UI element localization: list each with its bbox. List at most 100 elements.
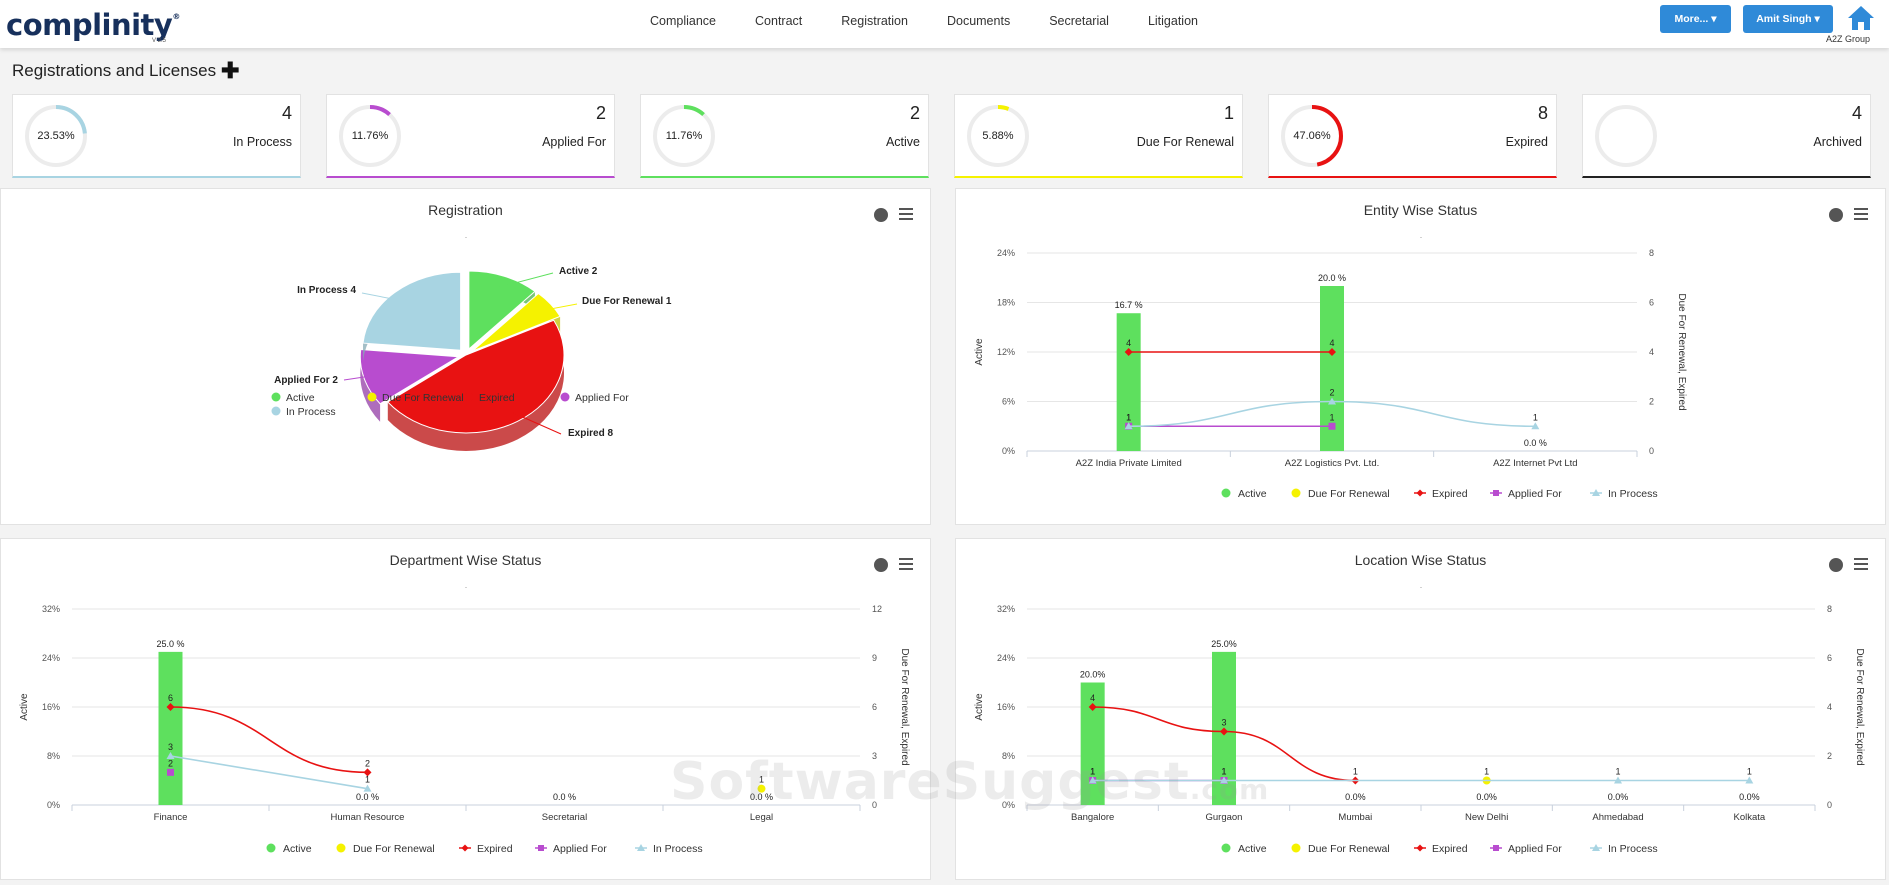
bar-data-label: 20.0% — [1080, 670, 1106, 680]
legend-marker — [538, 845, 544, 851]
legend-marker — [560, 392, 570, 402]
chart-menu-icon[interactable] — [899, 208, 913, 221]
bar-data-label: 25.0 % — [156, 639, 184, 649]
legend-marker — [1221, 843, 1231, 853]
y2-tick-label: 12 — [872, 604, 882, 614]
point-in-process — [1088, 776, 1097, 784]
add-registration-icon[interactable]: ✚ — [221, 58, 240, 83]
nav-documents[interactable]: Documents — [946, 14, 1011, 28]
point-data-label: 1 — [1126, 412, 1131, 422]
status-label: Expired — [1505, 135, 1548, 149]
y2-tick-label: 6 — [1827, 653, 1832, 663]
bar-data-label: 25.0% — [1211, 639, 1237, 649]
point-data-label: 3 — [168, 742, 173, 752]
point-expired — [1124, 348, 1133, 356]
y2-tick-label: 4 — [1649, 347, 1654, 357]
progress-ring-track — [1595, 105, 1657, 167]
chart-toggle-icon[interactable] — [1829, 558, 1843, 572]
chart-toggle-icon[interactable] — [874, 558, 888, 572]
legend-marker — [1493, 845, 1499, 851]
legend-item-expired: Expired — [1414, 488, 1468, 500]
point-data-label: 4 — [1090, 693, 1095, 703]
progress-ring-fill — [339, 105, 401, 167]
nav-contract[interactable]: Contract — [755, 14, 803, 28]
nav-compliance[interactable]: Compliance — [650, 14, 717, 28]
chart-menu-icon[interactable] — [1854, 208, 1868, 221]
legend-item-in-process: In Process — [635, 843, 703, 855]
point-data-label: 1 — [1221, 767, 1226, 777]
status-card-applied-for[interactable]: 11.76% 2 Applied For — [326, 94, 615, 178]
progress-ring-fill — [25, 105, 87, 167]
legend-item-due-for-renewal: Due For Renewal — [367, 392, 464, 404]
legend-marker — [1592, 844, 1600, 851]
y2-tick-label: 4 — [1827, 702, 1832, 712]
pie-data-label: Applied For 2 — [274, 375, 338, 386]
bar-data-label: 0.0 % — [553, 792, 576, 802]
app-logo[interactable]: complinity® — [6, 8, 180, 42]
progress-ring-fill — [653, 105, 715, 167]
chart-toggle-icon[interactable] — [874, 208, 888, 222]
legend-label: Due For Renewal — [1308, 488, 1390, 500]
y2-tick-label: 0 — [1649, 446, 1654, 456]
pie-data-label: Expired 8 — [568, 428, 613, 439]
department-status-panel: Department Wise Status . 0% 8% 16% 24% 32% 0 3 6… — [0, 538, 931, 880]
bar-data-label: 0.0 % — [356, 792, 379, 802]
pie-label-connector — [509, 410, 562, 435]
point-applied-for — [1328, 422, 1336, 430]
pie-label-connector — [361, 292, 405, 302]
status-card-active[interactable]: 11.76% 2 Active — [640, 94, 929, 178]
status-card-expired[interactable]: 47.06% 8 Expired — [1268, 94, 1557, 178]
y-tick-label: 8% — [47, 751, 60, 761]
chart-toggle-icon[interactable] — [1829, 208, 1843, 222]
legend-marker — [1493, 490, 1499, 496]
nav-registration[interactable]: Registration — [841, 14, 908, 28]
series-line-in-process — [170, 755, 368, 790]
page-title: Registrations and Licenses — [12, 61, 217, 80]
point-in-process — [363, 784, 372, 792]
chart-menu-icon[interactable] — [899, 558, 913, 571]
legend-item-applied-for: Applied For — [1490, 843, 1562, 855]
chart-subtitle: . — [465, 230, 468, 240]
home-icon[interactable] — [1846, 4, 1876, 32]
legend-item-expired: Expired — [464, 392, 515, 404]
more-menu-button[interactable]: More... ▾ — [1660, 5, 1731, 33]
location-status-chart: . 0% 8% 16% 24% 32% 0 2 4 6 8 Bangalore Gurgaon Mumba… — [974, 580, 1865, 855]
chart-title: Location Wise Status — [1354, 552, 1487, 568]
pie-slice-active: Active 2 — [468, 266, 598, 351]
point-data-label: 1 — [1090, 767, 1095, 777]
point-in-process — [1220, 776, 1228, 784]
legend-item-in-process: In Process — [1590, 488, 1658, 500]
point-applied-for — [167, 768, 174, 776]
user-menu-button[interactable]: Amit Singh ▾ — [1743, 5, 1833, 33]
nav-litigation[interactable]: Litigation — [1147, 14, 1198, 28]
progress-ring — [967, 105, 1029, 167]
y-tick-label: 24% — [997, 248, 1015, 258]
status-percent: 11.76% — [351, 130, 389, 142]
status-count: 2 — [595, 103, 606, 123]
status-card-archived[interactable]: 4 Archived — [1582, 94, 1871, 178]
legend-marker — [637, 844, 645, 851]
status-percent — [1594, 104, 1658, 168]
status-card-in-process[interactable]: 23.53% 4 In Process — [12, 94, 301, 178]
legend-label: Due For Renewal — [1308, 843, 1390, 855]
chart-menu-icon[interactable] — [1854, 558, 1868, 571]
legend-marker — [461, 844, 469, 852]
legend-item-applied-for: Applied For — [535, 843, 607, 855]
progress-ring-fill — [967, 105, 1029, 167]
pie-slice-applied-for: Applied For 2 — [274, 349, 460, 422]
bar-data-label: 0.0 % — [750, 792, 773, 802]
legend-label: In Process — [1608, 843, 1658, 855]
status-card-due-for-renewal[interactable]: 5.88% 1 Due For Renewal — [954, 94, 1243, 178]
pie-slice-top — [362, 271, 462, 351]
point-data-label: 2 — [168, 758, 173, 768]
y2-tick-label: 2 — [1827, 751, 1832, 761]
status-count: 4 — [281, 103, 292, 123]
caret-down-icon: ▾ — [1814, 13, 1820, 25]
pie-slice-in-process: In Process 4 — [297, 271, 462, 362]
nav-secretarial[interactable]: Secretarial — [1049, 14, 1109, 28]
legend-label: In Process — [653, 843, 703, 855]
legend-marker — [271, 406, 281, 416]
point-data-label: 1 — [1090, 767, 1095, 777]
x-tick-label: Finance — [154, 812, 188, 823]
